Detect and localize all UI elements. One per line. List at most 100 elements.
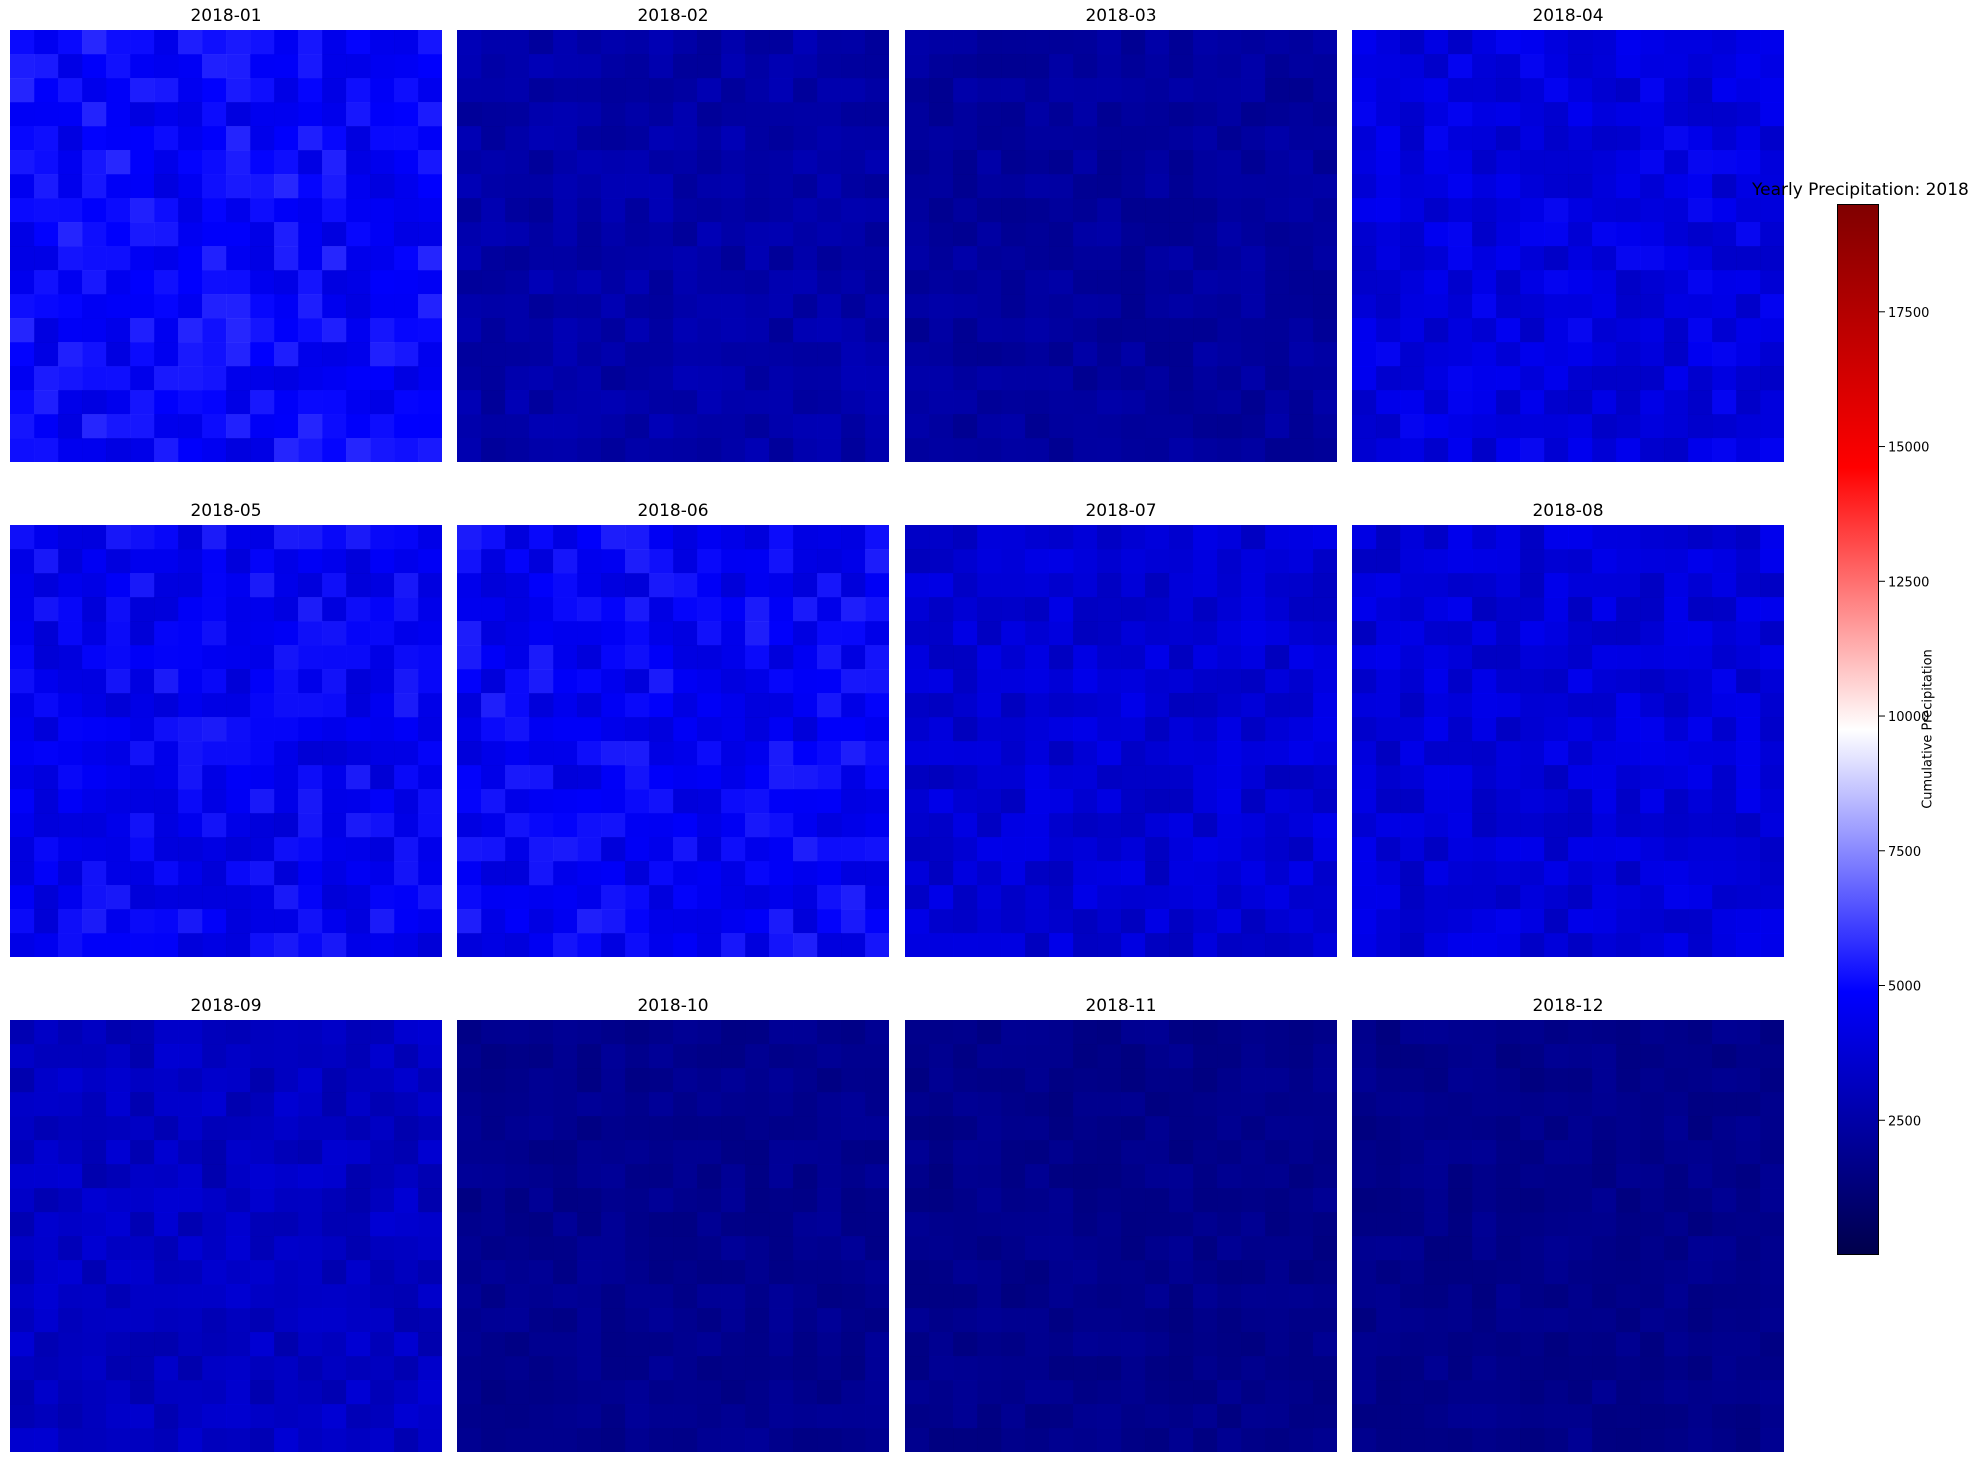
heatmap-cell (481, 54, 506, 79)
heatmap-cell (1424, 861, 1449, 886)
heatmap-cell (154, 1380, 179, 1405)
heatmap-cell (673, 30, 698, 55)
heatmap-cell (1073, 54, 1098, 79)
heatmap-cell (1097, 813, 1122, 838)
heatmap-cell (745, 1188, 770, 1213)
heatmap-cell (1145, 1332, 1170, 1357)
heatmap-cell (202, 78, 227, 103)
heatmap-cell (1217, 717, 1242, 742)
heatmap-cell (505, 1068, 530, 1093)
heatmap-cell (1049, 621, 1074, 646)
heatmap-cell (1169, 1236, 1194, 1261)
heatmap-cell (1664, 1164, 1689, 1189)
heatmap-cell (1760, 549, 1784, 574)
heatmap-cell (1145, 78, 1170, 103)
heatmap-cell (1073, 1044, 1098, 1069)
heatmap-cell (178, 414, 203, 439)
heatmap-cell (274, 717, 299, 742)
heatmap-cell (1145, 150, 1170, 175)
heatmap-cell (673, 813, 698, 838)
heatmap-cell (1097, 246, 1122, 271)
heatmap-cell (1193, 549, 1218, 574)
heatmap-cell (394, 126, 419, 151)
heatmap-cell (1544, 366, 1569, 391)
heatmap-cell (1241, 1284, 1266, 1309)
heatmap-cell (202, 1308, 227, 1333)
heatmap-cell (1424, 765, 1449, 790)
heatmap-cell (394, 174, 419, 199)
heatmap-cell (1217, 246, 1242, 271)
heatmap-cell (1145, 597, 1170, 622)
heatmap-cell (1289, 222, 1314, 247)
heatmap-cell (82, 1308, 107, 1333)
heatmap-cell (1448, 1284, 1473, 1309)
heatmap-cell (418, 573, 442, 598)
heatmap-cell (929, 741, 954, 766)
heatmap-cell (1616, 1020, 1641, 1045)
heatmap-cell (1712, 789, 1737, 814)
heatmap-cell (1544, 126, 1569, 151)
heatmap-cell (1568, 1212, 1593, 1237)
heatmap-cell (1217, 669, 1242, 694)
heatmap-cell (106, 741, 131, 766)
heatmap-cell (1592, 885, 1617, 910)
heatmap-cell (673, 573, 698, 598)
heatmap-cell (1640, 150, 1665, 175)
heatmap-cell (1640, 789, 1665, 814)
heatmap-cell (1448, 1068, 1473, 1093)
heatmap-cell (1313, 1260, 1337, 1285)
heatmap-cell (1544, 246, 1569, 271)
heatmap-cell (481, 366, 506, 391)
heatmap-cell (1145, 30, 1170, 55)
heatmap-cell (1448, 573, 1473, 598)
heatmap-cell (1592, 126, 1617, 151)
heatmap-cell (202, 1188, 227, 1213)
heatmap-cell (977, 1068, 1002, 1093)
panel-title: 2018-04 (1532, 6, 1604, 26)
heatmap-cell (1241, 414, 1266, 439)
heatmap-cell (625, 909, 650, 934)
heatmap-cell (1001, 885, 1026, 910)
heatmap-cell (1169, 1404, 1194, 1429)
heatmap-cell (553, 741, 578, 766)
heatmap-cell (929, 342, 954, 367)
heatmap-cell (1001, 1212, 1026, 1237)
heatmap-cell (1241, 1140, 1266, 1165)
heatmap-cell (1265, 1308, 1290, 1333)
heatmap-cell (1073, 1212, 1098, 1237)
heatmap-cell (1760, 693, 1784, 718)
heatmap-cell (1496, 717, 1521, 742)
heatmap-cell (106, 270, 131, 295)
heatmap-cell (505, 78, 530, 103)
heatmap-cell (481, 693, 506, 718)
heatmap-cell (58, 885, 83, 910)
heatmap-cell (673, 1404, 698, 1429)
heatmap-cell (457, 1236, 482, 1261)
heatmap-cell (817, 909, 842, 934)
heatmap-cell (769, 837, 794, 862)
heatmap-cell (1241, 861, 1266, 886)
heatmap-cell (154, 525, 179, 550)
heatmap-cell (202, 30, 227, 55)
heatmap-cell (649, 342, 674, 367)
heatmap-cell (1193, 246, 1218, 271)
heatmap-cell (394, 1188, 419, 1213)
heatmap-cell (226, 765, 251, 790)
heatmap-cell (1712, 150, 1737, 175)
heatmap-cell (1289, 342, 1314, 367)
heatmap-cell (10, 765, 35, 790)
heatmap-cell (1145, 438, 1170, 462)
heatmap-cell (457, 390, 482, 415)
heatmap-cell (250, 789, 275, 814)
heatmap-cell (1097, 693, 1122, 718)
heatmap-cell (1496, 318, 1521, 343)
heatmap-cell (457, 861, 482, 886)
heatmap-cell (1169, 174, 1194, 199)
panel-title: 2018-07 (1085, 501, 1157, 521)
heatmap-cell (673, 222, 698, 247)
heatmap-cell (298, 1140, 323, 1165)
heatmap-cell (1049, 390, 1074, 415)
heatmap-cell (553, 54, 578, 79)
heatmap-cell (577, 765, 602, 790)
heatmap-cell (1313, 549, 1337, 574)
